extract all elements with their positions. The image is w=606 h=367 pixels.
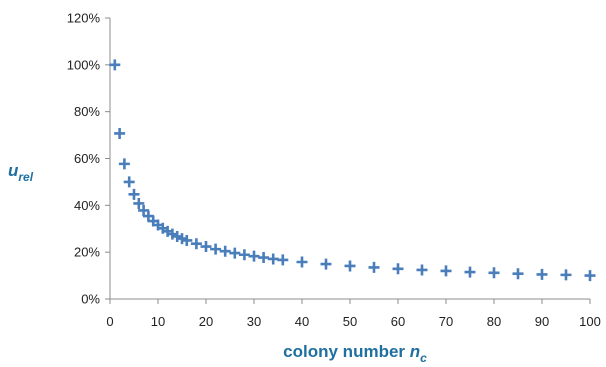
x-tick-label: 30	[247, 314, 261, 329]
x-tick-label: 80	[487, 314, 501, 329]
data-point	[416, 264, 428, 276]
data-point	[584, 270, 596, 282]
data-point	[296, 256, 308, 268]
y-tick-label: 0%	[81, 292, 100, 307]
data-point	[123, 176, 135, 188]
data-point	[109, 59, 121, 71]
data-point	[440, 265, 452, 277]
data-point	[488, 267, 500, 279]
y-axis-title: urel	[8, 161, 34, 184]
data-point	[229, 247, 241, 259]
x-tick-label: 100	[579, 314, 601, 329]
data-point	[536, 268, 548, 280]
data-point	[190, 238, 202, 250]
data-point	[368, 261, 380, 273]
data-point	[138, 204, 150, 216]
data-point	[392, 263, 404, 275]
y-axis-ticks: 0% 20% 40% 60% 80% 100% 120%	[67, 11, 110, 307]
data-point	[267, 253, 279, 265]
x-tick-label: 90	[535, 314, 549, 329]
x-tick-label: 10	[151, 314, 165, 329]
y-tick-label: 100%	[67, 57, 101, 72]
x-axis-ticks: 0 10 20 30 40 50 60 70 80 90 100	[106, 299, 601, 329]
data-point	[200, 241, 212, 253]
data-point	[320, 258, 332, 270]
data-point	[258, 252, 270, 264]
data-point	[560, 269, 572, 281]
x-axis-title: colony number nc	[283, 342, 427, 365]
y-tick-label: 20%	[74, 245, 100, 260]
data-point	[114, 127, 126, 139]
data-point	[133, 197, 145, 209]
data-point	[238, 249, 250, 261]
data-point	[128, 188, 140, 200]
data-point	[344, 260, 356, 272]
x-tick-label: 70	[439, 314, 453, 329]
data-point	[181, 234, 193, 246]
y-tick-label: 80%	[74, 104, 100, 119]
data-point	[248, 250, 260, 262]
y-tick-label: 40%	[74, 198, 100, 213]
data-point	[118, 158, 130, 170]
data-point	[464, 266, 476, 278]
x-tick-label: 40	[295, 314, 309, 329]
y-tick-label: 120%	[67, 11, 101, 26]
x-tick-label: 0	[106, 314, 113, 329]
x-tick-label: 50	[343, 314, 357, 329]
data-points	[109, 59, 596, 282]
data-point	[210, 243, 222, 255]
data-point	[277, 254, 289, 266]
x-tick-label: 20	[199, 314, 213, 329]
data-point	[512, 268, 524, 280]
y-tick-label: 60%	[74, 151, 100, 166]
data-point	[219, 245, 231, 257]
x-tick-label: 60	[391, 314, 405, 329]
